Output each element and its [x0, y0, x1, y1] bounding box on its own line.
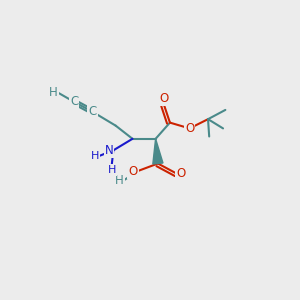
Text: O: O: [160, 92, 169, 105]
Text: H: H: [49, 86, 58, 99]
Text: O: O: [176, 167, 186, 180]
Text: C: C: [88, 105, 97, 118]
Polygon shape: [153, 139, 163, 164]
Text: O: O: [185, 122, 194, 135]
Text: H: H: [90, 151, 99, 161]
Text: N: N: [105, 144, 113, 157]
Text: C: C: [70, 95, 78, 108]
Text: H: H: [107, 165, 116, 176]
Text: O: O: [128, 165, 138, 178]
Text: H: H: [115, 174, 124, 187]
